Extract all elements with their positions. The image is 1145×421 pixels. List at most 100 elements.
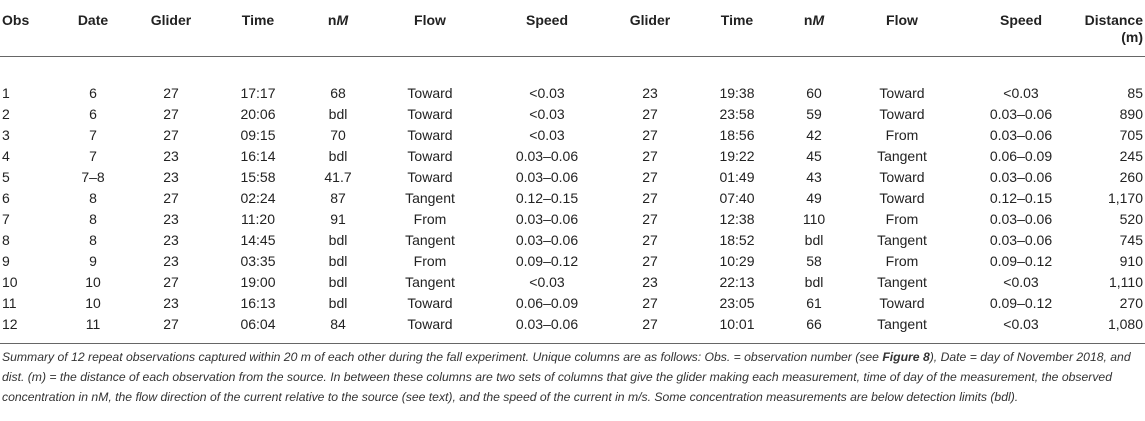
cell-speed-2: 0.09–0.12: [989, 295, 1053, 311]
cell-glider-1: 27: [163, 274, 179, 290]
cell-distance: 270: [1119, 295, 1143, 311]
cell-nm-1: 87: [330, 190, 346, 206]
cell-flow-2: Toward: [879, 85, 925, 101]
cell-distance: 1,170: [1107, 190, 1143, 206]
cell-flow-2: Toward: [879, 190, 925, 206]
cell-glider-1: 23: [163, 169, 179, 185]
cell-flow-2: From: [885, 127, 919, 143]
header-nm-unit: M: [336, 12, 349, 28]
header-glider-2: Glider: [629, 12, 671, 28]
cell-flow-2: Tangent: [877, 274, 927, 290]
cell-nm-1: bdl: [328, 106, 348, 122]
table-row: 7 8 23 11:20 91 From 0.03–0.06 27 12:38 110 From 0.…: [0, 209, 1145, 230]
cell-time-2: 22:13: [719, 274, 755, 290]
cell-flow-2: Tangent: [877, 148, 927, 164]
cell-glider-2: 27: [642, 253, 658, 269]
cell-time-1: 15:58: [240, 169, 276, 185]
cell-glider-1: 27: [163, 190, 179, 206]
cell-flow-1: Toward: [407, 295, 453, 311]
cell-glider-2: 27: [642, 190, 658, 206]
cell-flow-2: Toward: [879, 106, 925, 122]
cell-date: 8: [89, 211, 97, 227]
cell-date: 7: [89, 127, 97, 143]
header-flow-2: Flow: [886, 12, 918, 28]
cell-speed-2: <0.03: [1003, 274, 1039, 290]
cell-speed-1: <0.03: [529, 106, 565, 122]
cell-time-2: 23:58: [719, 106, 755, 122]
cell-obs: 1: [2, 85, 10, 101]
cell-flow-1: Toward: [407, 169, 453, 185]
cell-nm-2: 61: [806, 295, 822, 311]
cell-obs: 7: [2, 211, 10, 227]
header-nm-unit: M: [812, 12, 825, 28]
table-row: 6 8 27 02:24 87 Tangent 0.12–0.15 27 07:40 49 Towa…: [0, 188, 1145, 209]
header-speed-1: Speed: [525, 12, 568, 28]
cell-obs: 12: [2, 316, 18, 332]
cell-time-2: 12:38: [719, 211, 755, 227]
cell-time-2: 18:52: [719, 232, 755, 248]
cell-nm-1: 91: [330, 211, 346, 227]
header-nm-1: nM: [302, 0, 374, 57]
cell-date: 8: [89, 190, 97, 206]
cell-distance: 1,110: [1109, 274, 1143, 290]
cell-time-1: 20:06: [240, 106, 276, 122]
cell-speed-1: <0.03: [529, 85, 565, 101]
table-row: 2 6 27 20:06 bdl Toward <0.03 27 23:58 59 Toward 0.…: [0, 104, 1145, 125]
cell-glider-1: 23: [163, 253, 179, 269]
table-row: 1 6 27 17:17 68 Toward <0.03 23 19:38 60 Toward <0.…: [0, 57, 1145, 105]
table-row: 4 7 23 16:14 bdl Toward 0.03–0.06 27 19:22 45 Tang…: [0, 146, 1145, 167]
cell-time-2: 01:49: [719, 169, 755, 185]
header-obs: Obs: [2, 12, 30, 28]
cell-date: 11: [85, 316, 101, 332]
cell-nm-2: 49: [806, 190, 822, 206]
cell-time-1: 16:14: [240, 148, 276, 164]
header-time-2: Time: [720, 12, 754, 28]
cell-nm-2: 60: [806, 85, 822, 101]
cell-nm-1: 70: [330, 127, 346, 143]
cell-flow-1: Tangent: [405, 232, 455, 248]
caption-part1: Summary of 12 repeat observations captur…: [2, 350, 883, 364]
cell-obs: 5: [2, 169, 10, 185]
cell-flow-2: Toward: [879, 295, 925, 311]
cell-flow-2: From: [885, 253, 919, 269]
cell-time-1: 06:04: [240, 316, 276, 332]
cell-glider-2: 23: [642, 85, 658, 101]
header-distance-line1: Distance: [1084, 12, 1143, 28]
cell-obs: 2: [2, 106, 10, 122]
cell-speed-1: 0.09–0.12: [515, 253, 579, 269]
cell-distance: 890: [1119, 106, 1143, 122]
cell-flow-2: Toward: [879, 169, 925, 185]
cell-glider-1: 23: [163, 211, 179, 227]
cell-distance: 745: [1119, 232, 1143, 248]
cell-glider-1: 27: [163, 106, 179, 122]
cell-speed-1: 0.03–0.06: [515, 211, 579, 227]
cell-obs: 6: [2, 190, 10, 206]
cell-nm-1: 84: [330, 316, 346, 332]
table-row: 10 10 27 19:00 bdl Tangent <0.03 23 22:13 bdl Tang…: [0, 272, 1145, 293]
cell-flow-1: Toward: [407, 106, 453, 122]
cell-time-1: 17:17: [240, 85, 276, 101]
cell-nm-1: bdl: [328, 253, 348, 269]
cell-nm-1: 68: [330, 85, 346, 101]
cell-glider-2: 27: [642, 169, 658, 185]
cell-speed-2: <0.03: [1003, 85, 1039, 101]
cell-time-2: 10:01: [719, 316, 755, 332]
cell-distance: 910: [1119, 253, 1143, 269]
table-row: 9 9 23 03:35 bdl From 0.09–0.12 27 10:29 58 From 0.…: [0, 251, 1145, 272]
cell-obs: 9: [2, 253, 10, 269]
cell-obs: 10: [2, 274, 18, 290]
table-row: 5 7–8 23 15:58 41.7 Toward 0.03–0.06 27 01:49 43 T…: [0, 167, 1145, 188]
cell-speed-2: 0.03–0.06: [989, 106, 1053, 122]
header-time-1: Time: [241, 12, 275, 28]
cell-glider-2: 23: [642, 274, 658, 290]
cell-nm-2: 110: [802, 211, 826, 227]
caption-part2: ), Date = day of November 2018, and dist…: [2, 350, 1131, 404]
cell-date: 9: [89, 253, 97, 269]
cell-speed-2: 0.06–0.09: [989, 148, 1053, 164]
cell-time-1: 11:20: [241, 211, 275, 227]
cell-time-2: 19:38: [719, 85, 755, 101]
cell-nm-1: bdl: [328, 295, 348, 311]
cell-distance: 85: [1127, 85, 1143, 101]
cell-speed-1: 0.03–0.06: [515, 169, 579, 185]
cell-nm-2: 43: [806, 169, 822, 185]
